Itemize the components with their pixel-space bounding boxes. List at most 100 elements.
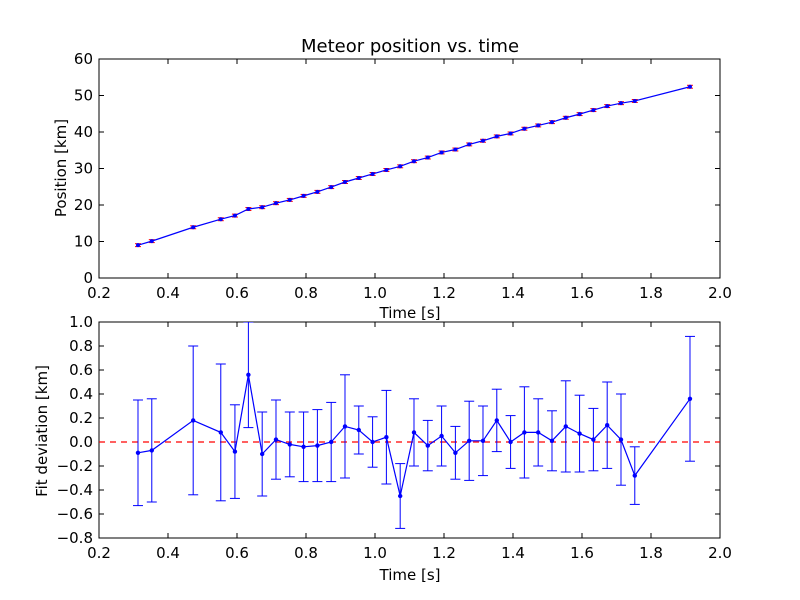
- position-xtick-label: 2.0: [708, 284, 732, 302]
- deviation-xtick-label: 1.0: [363, 544, 387, 562]
- position-point: [508, 131, 513, 136]
- position-ytick-label: 20: [74, 196, 93, 214]
- deviation-ytick-label: −0.2: [57, 457, 93, 475]
- position-xtick-label: 1.8: [639, 284, 663, 302]
- position-chart-ylabel: Position [km]: [52, 119, 70, 217]
- deviation-point: [453, 450, 458, 455]
- position-xtick-label: 0.4: [156, 284, 180, 302]
- deviation-point: [508, 439, 513, 445]
- position-plot-area: 0.2 0.4 0.6 0.8 1.0 1.2 1.4 1.6 1.8 2.0 0 10 20 30 40 5…: [74, 50, 732, 302]
- deviation-ytick-label: −0.4: [57, 481, 93, 499]
- deviation-point: [604, 423, 610, 428]
- deviation-point: [577, 431, 582, 436]
- deviation-point: [273, 437, 279, 442]
- position-xtick-label: 1.4: [501, 284, 525, 302]
- deviation-point: [632, 473, 637, 478]
- deviation-ytick-label: −0.8: [57, 529, 93, 547]
- deviation-point: [687, 396, 693, 401]
- deviation-point: [480, 438, 486, 443]
- deviation-xtick-label: 0.6: [225, 544, 249, 562]
- deviation-point: [246, 372, 251, 377]
- position-chart-title: Meteor position vs. time: [301, 36, 519, 57]
- position-point: [687, 84, 692, 89]
- deviation-point: [535, 430, 541, 435]
- position-point: [536, 123, 541, 128]
- deviation-point: [384, 435, 389, 440]
- deviation-point: [439, 433, 444, 439]
- deviation-point: [356, 427, 361, 433]
- position-xtick-label: 0.2: [87, 284, 111, 302]
- deviation-xtick-label: 1.6: [570, 544, 594, 562]
- deviation-xtick-label: 1.8: [639, 544, 663, 562]
- deviation-point: [466, 438, 472, 443]
- position-xtick-label: 0.8: [294, 284, 318, 302]
- position-point: [260, 205, 265, 210]
- deviation-xtick-label: 0.8: [294, 544, 318, 562]
- position-ytick-label: 30: [74, 160, 93, 178]
- position-xtick-label: 1.6: [570, 284, 594, 302]
- position-point: [632, 98, 637, 103]
- deviation-point: [259, 451, 265, 457]
- position-point: [494, 134, 499, 139]
- deviation-xtick-label: 1.4: [501, 544, 525, 562]
- deviation-xtick-label: 1.2: [432, 544, 456, 562]
- position-ytick-label: 50: [74, 87, 93, 105]
- position-point: [315, 189, 320, 194]
- deviation-ytick-label: 0.4: [69, 385, 93, 403]
- position-point: [149, 239, 154, 244]
- deviation-point: [232, 449, 238, 454]
- deviation-point: [618, 437, 624, 442]
- position-point: [411, 159, 416, 164]
- deviation-point: [411, 430, 417, 435]
- position-point: [384, 167, 389, 172]
- position-xtick-label: 1.0: [363, 284, 387, 302]
- deviation-plot-area: 0.2 0.4 0.6 0.8 1.0 1.2 1.4 1.6 1.8 2.0 −0.8 −0.6 −0…: [57, 313, 732, 562]
- deviation-point: [301, 444, 306, 449]
- deviation-point: [563, 424, 568, 429]
- deviation-point: [370, 439, 375, 445]
- position-point: [467, 142, 472, 147]
- deviation-xtick-label: 0.4: [156, 544, 180, 562]
- deviation-point: [149, 448, 154, 453]
- position-point: [246, 207, 251, 212]
- position-point: [329, 185, 334, 190]
- position-xtick-label: 1.2: [432, 284, 456, 302]
- position-ytick-label: 40: [74, 123, 93, 141]
- position-chart: Meteor position vs. time Time [s] Positi…: [52, 36, 732, 322]
- position-point: [563, 115, 568, 120]
- position-point: [398, 164, 403, 169]
- position-point: [577, 112, 582, 117]
- deviation-point: [494, 418, 499, 423]
- position-point: [287, 197, 292, 202]
- position-point: [232, 213, 237, 218]
- position-point: [135, 243, 140, 248]
- position-point: [370, 171, 375, 176]
- deviation-point: [342, 424, 348, 429]
- position-point: [191, 225, 196, 230]
- deviation-ytick-label: 0.8: [69, 337, 93, 355]
- position-point: [439, 150, 444, 155]
- deviation-xtick-label: 0.2: [87, 544, 111, 562]
- deviation-marks: [132, 322, 695, 529]
- position-point: [522, 126, 527, 131]
- position-point: [591, 108, 596, 113]
- deviation-point: [315, 443, 320, 448]
- deviation-ytick-label: 1.0: [69, 313, 93, 331]
- position-point: [605, 104, 610, 109]
- deviation-ytick-label: −0.6: [57, 505, 93, 523]
- position-point: [549, 120, 554, 125]
- position-point: [618, 101, 623, 106]
- position-chart-xlabel: Time [s]: [379, 304, 441, 322]
- deviation-frame: [98, 321, 721, 539]
- position-point: [342, 180, 347, 185]
- deviation-point: [190, 418, 196, 423]
- deviation-point: [328, 439, 334, 445]
- deviation-ytick-label: 0.2: [69, 409, 93, 427]
- position-ytick-label: 10: [74, 233, 93, 251]
- position-ytick-label: 0: [83, 269, 93, 287]
- position-point: [218, 217, 223, 222]
- deviation-point: [135, 450, 141, 455]
- position-ytick-label: 60: [74, 50, 93, 68]
- position-point: [453, 147, 458, 152]
